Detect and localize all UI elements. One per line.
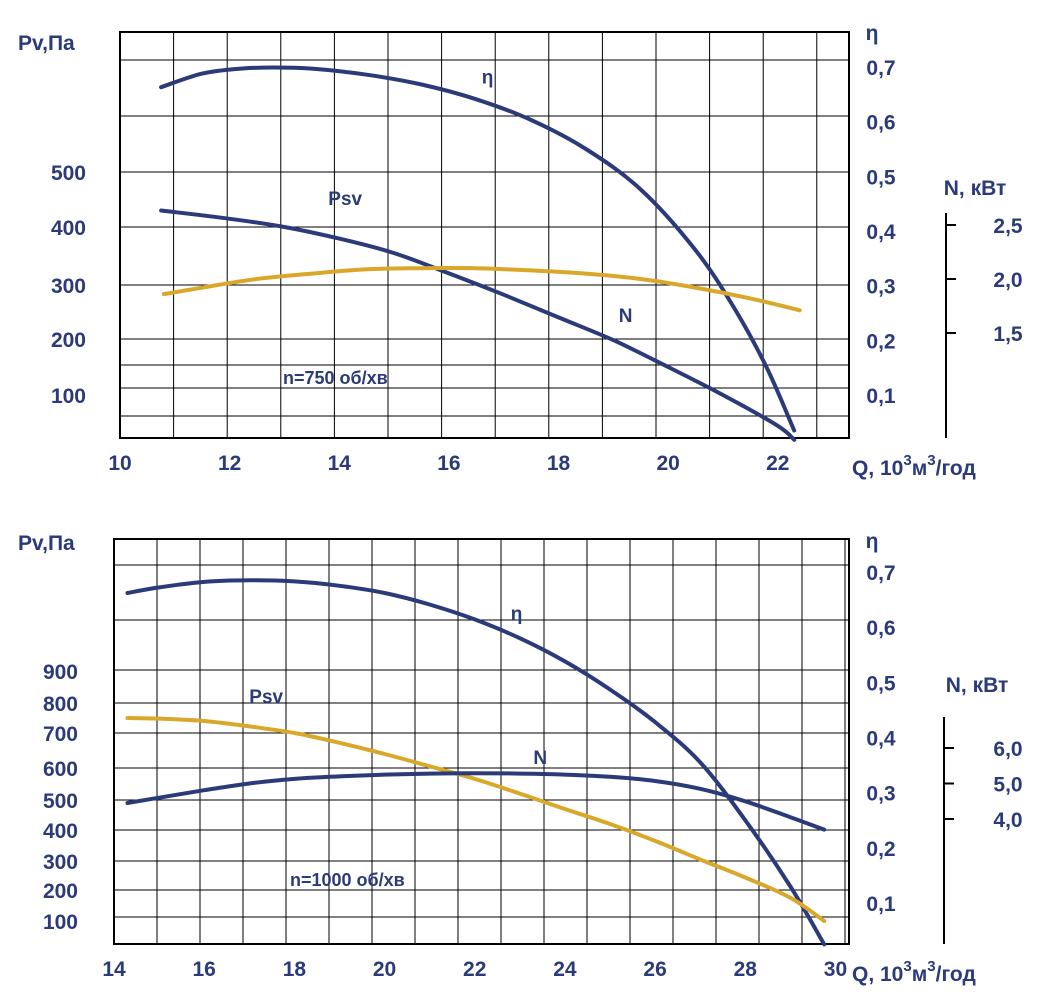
x-axis-title-part: /год <box>936 963 976 986</box>
x-axis-tick-label: 20 <box>656 452 679 475</box>
n-axis-tick-label: 1,5 <box>993 323 1023 346</box>
pv-axis-tick-label: 500 <box>43 790 78 813</box>
pv-axis-title: Pv,Па <box>18 32 75 55</box>
pv-axis-tick-label: 800 <box>43 693 78 716</box>
curve-label-psv: Psv <box>249 687 283 708</box>
plot-frame <box>113 538 850 945</box>
eta-axis-tick-label: 0,4 <box>866 728 896 751</box>
chart-1: 1,5 2,0 2,5 N, кВт Pv,Па 100 200 300 400 500 η 0,1 0… <box>18 22 1023 480</box>
x-axis-tick-label: 28 <box>734 958 758 981</box>
curve-eta <box>125 578 827 947</box>
pv-axis-tick-label: 400 <box>43 820 78 843</box>
x-axis-title-part: Q, 10 <box>852 457 903 480</box>
x-axis-tick-label: 14 <box>328 452 352 475</box>
plot-frame <box>119 31 850 439</box>
x-axis-title-part: 3 <box>927 958 935 975</box>
pv-axis-tick-label: 600 <box>43 758 78 781</box>
x-axis-title: Q, 103м3/год <box>852 958 976 986</box>
n-axis-title: N, кВт <box>946 674 1009 697</box>
eta-axis-tick-label: 0,2 <box>866 330 895 353</box>
chart-2: 4,0 5,0 6,0 N, кВт Pv,Па 100 200 300 400 500 600 70… <box>18 530 1023 986</box>
curve-label-n: N <box>533 748 547 769</box>
curve-n <box>161 265 802 313</box>
n-axis-tick-label: 2,0 <box>993 269 1022 292</box>
n-axis-tick-label: 5,0 <box>993 774 1022 797</box>
x-axis-tick-label: 26 <box>643 958 666 981</box>
curve-n <box>125 771 827 832</box>
x-axis-tick-label: 18 <box>283 958 307 981</box>
x-axis-tick-label: 16 <box>437 452 460 475</box>
x-axis-title-part: Q, 10 <box>852 963 903 986</box>
x-axis-tick-label: 30 <box>824 958 847 981</box>
x-axis-tick-label: 14 <box>102 958 126 981</box>
curve-label-eta: η <box>482 67 494 88</box>
pv-axis-tick-label: 700 <box>43 723 78 746</box>
x-axis-tick-label: 20 <box>373 958 396 981</box>
eta-axis-title: η <box>866 22 879 45</box>
eta-axis-tick-label: 0,3 <box>866 783 895 806</box>
speed-annotation: n=750 об/хв <box>283 368 388 388</box>
n-axis-tick-label: 4,0 <box>993 809 1022 832</box>
eta-axis-tick-label: 0,3 <box>866 276 895 299</box>
eta-axis-tick-label: 0,5 <box>866 672 896 695</box>
curve-label-n: N <box>619 306 633 327</box>
x-axis-tick-label: 12 <box>218 452 241 475</box>
x-axis-tick-label: 24 <box>553 958 577 981</box>
pv-axis-tick-label: 500 <box>51 162 86 185</box>
x-axis-tick-label: 22 <box>766 452 789 475</box>
eta-axis-tick-label: 0,2 <box>866 838 895 861</box>
curve-label-psv: Psv <box>328 189 362 210</box>
n-axis-tick-label: 2,5 <box>993 215 1023 238</box>
pv-axis-tick-label: 300 <box>51 275 86 298</box>
eta-axis-title: η <box>866 530 879 553</box>
x-axis-title-part: /год <box>936 457 976 480</box>
pv-axis-tick-label: 300 <box>43 851 78 874</box>
curve-psv <box>159 208 797 442</box>
eta-axis-tick-label: 0,1 <box>866 893 896 916</box>
pv-axis-tick-label: 100 <box>51 385 86 408</box>
pv-axis-title: Pv,Па <box>18 532 75 555</box>
x-axis-title: Q, 103м3/год <box>852 452 976 480</box>
eta-axis-tick-label: 0,7 <box>866 562 895 585</box>
x-axis-tick-label: 22 <box>463 958 486 981</box>
x-axis-tick-label: 10 <box>108 452 131 475</box>
curve-eta <box>159 65 797 433</box>
eta-axis-tick-label: 0,6 <box>866 617 895 640</box>
pv-axis-tick-label: 200 <box>51 329 86 352</box>
eta-axis-tick-label: 0,5 <box>866 166 896 189</box>
eta-axis-tick-label: 0,7 <box>866 57 895 80</box>
speed-annotation: n=1000 об/хв <box>290 870 405 890</box>
n-axis-tick-label: 6,0 <box>993 738 1022 761</box>
n-axis-title: N, кВт <box>944 177 1007 200</box>
pv-axis-tick-label: 400 <box>51 217 86 240</box>
curve-psv <box>125 716 827 923</box>
pv-axis-tick-label: 200 <box>43 880 78 903</box>
pv-axis-tick-label: 100 <box>43 911 78 934</box>
x-axis-title-part: 3 <box>927 452 935 469</box>
x-axis-title-part: м <box>912 963 928 986</box>
pv-axis-tick-label: 900 <box>43 661 78 684</box>
x-axis-tick-label: 18 <box>547 452 571 475</box>
x-axis-tick-label: 16 <box>193 958 216 981</box>
eta-axis-tick-label: 0,4 <box>866 221 896 244</box>
eta-axis-tick-label: 0,1 <box>866 385 896 408</box>
x-axis-title-part: м <box>912 457 928 480</box>
curve-label-eta: η <box>511 604 523 625</box>
x-axis-title-part: 3 <box>903 958 911 975</box>
eta-axis-tick-label: 0,6 <box>866 112 895 135</box>
x-axis-title-part: 3 <box>903 452 911 469</box>
